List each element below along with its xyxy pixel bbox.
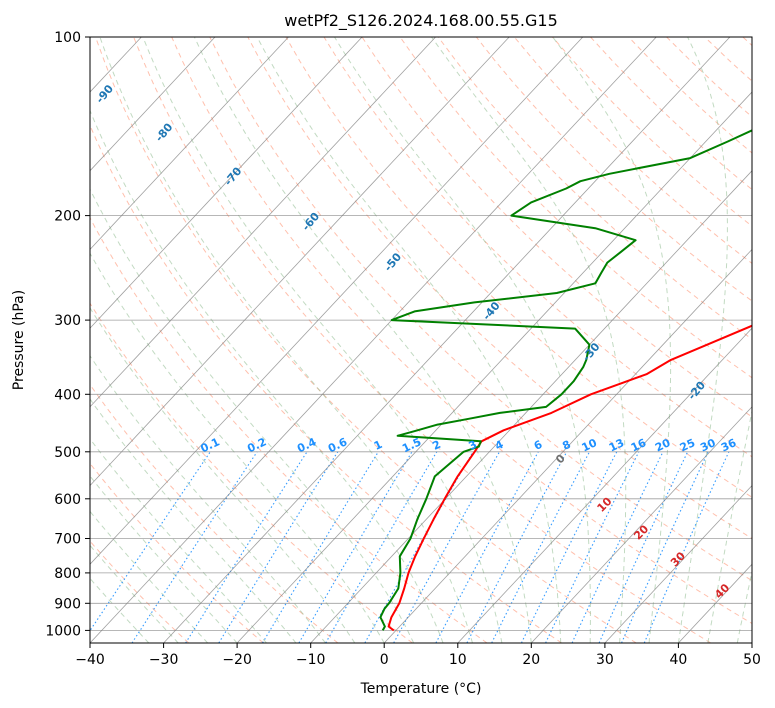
moist-adiabat-line <box>99 37 473 643</box>
moist-adiabat-line <box>90 109 444 643</box>
y-tick-label: 1000 <box>45 623 81 639</box>
isotherm-gridline <box>310 170 752 643</box>
mixing-ratio-label: 13 <box>607 436 626 454</box>
dry-adiabats <box>90 37 752 643</box>
dry-adiabat-line <box>209 37 752 582</box>
x-tick-label: 10 <box>449 652 467 668</box>
mixing-ratio-label: 10 <box>580 436 600 454</box>
chart-title: wetPf2_S126.2024.168.00.55.G15 <box>284 11 558 31</box>
isotherm-gridline <box>90 37 510 487</box>
isotherm-gridline <box>90 37 584 565</box>
dry-adiabat-line <box>90 124 562 643</box>
isotherm-gridline <box>457 327 752 643</box>
moist-adiabat-line <box>90 577 150 643</box>
dry-adiabat-line <box>437 37 752 340</box>
mixing-ratio-line <box>185 451 308 643</box>
x-tick-label: −30 <box>149 652 179 668</box>
x-axis-ticks: −40 −30 −20 −10 0 10 20 30 40 50 <box>75 643 761 668</box>
moist-adiabat-line <box>90 306 356 643</box>
mixing-ratio-line <box>520 451 618 643</box>
y-tick-label: 200 <box>54 209 81 225</box>
y-tick-label: 400 <box>54 387 81 403</box>
dry-adiabat-line <box>323 37 752 458</box>
dry-adiabat-line <box>247 37 752 540</box>
moist-adiabat-line <box>707 408 752 643</box>
x-tick-label: 50 <box>743 652 761 668</box>
mixing-ratio-line <box>262 451 379 643</box>
moist-adiabat-line <box>90 438 267 643</box>
mixing-ratio-label: 16 <box>629 436 649 454</box>
isotherm-gridline <box>163 37 731 643</box>
y-tick-label: 900 <box>54 596 81 612</box>
dry-adiabat-line <box>90 462 264 643</box>
x-tick-label: −40 <box>75 652 105 668</box>
profile-lines <box>379 129 752 632</box>
dry-adiabat-line <box>361 37 752 418</box>
x-tick-label: 30 <box>596 652 614 668</box>
x-tick-label: −20 <box>222 652 252 668</box>
mixing-ratio-line <box>545 451 640 643</box>
mixing-ratio-line <box>621 451 709 643</box>
moist-adiabat-line <box>431 37 627 643</box>
isotherm-gridline <box>604 485 752 643</box>
y-axis-ticks: 100 200 300 400 500 600 700 800 900 1000 <box>45 30 90 639</box>
moist-adiabat-line <box>90 544 179 643</box>
y-tick-label: 600 <box>54 492 81 508</box>
isotherm-gridline <box>90 37 657 643</box>
moist-adiabat-line <box>142 37 503 643</box>
plot-frame <box>89 36 753 644</box>
dry-adiabat-line <box>90 216 488 643</box>
mixing-ratio-label: 36 <box>719 436 739 454</box>
isotherm-gridline <box>236 91 752 643</box>
isotherm-gridline <box>531 406 752 643</box>
isotherm-gridline <box>90 37 363 329</box>
mixing-ratio-lines <box>90 451 730 643</box>
mixing-ratio-label: 30 <box>698 436 718 454</box>
dry-adiabat-line <box>95 37 637 643</box>
dry-adiabat-line <box>171 37 752 625</box>
y-tick-label: 700 <box>54 532 81 548</box>
mixing-ratio-label: 25 <box>678 436 697 454</box>
moist-adiabat-line <box>552 37 672 643</box>
mixing-ratio-line <box>393 451 500 643</box>
isotherm-gridline <box>90 37 216 172</box>
moist-adiabat-line <box>256 37 562 643</box>
isotherm-gridline <box>90 37 436 408</box>
x-axis-label: Temperature (°C) <box>360 681 482 697</box>
x-tick-label: 0 <box>380 652 389 668</box>
temperature-line <box>387 324 752 632</box>
moist-adiabat-line <box>90 510 209 643</box>
y-axis-label: Pressure (hPa) <box>11 290 27 390</box>
moist-adiabat-line <box>677 37 728 643</box>
mixing-ratio-label: 20 <box>653 436 673 454</box>
y-tick-label: 500 <box>54 445 81 461</box>
isotherm-gridline <box>90 37 289 251</box>
moist-adiabat-line <box>90 252 385 643</box>
y-tick-label: 800 <box>54 566 81 582</box>
x-tick-label: 40 <box>669 652 687 668</box>
dry-adiabat-line <box>133 37 712 643</box>
mixing-ratio-line <box>435 451 539 643</box>
dry-adiabat-line <box>475 37 752 302</box>
y-tick-label: 100 <box>54 30 81 46</box>
moist-adiabat-line <box>90 475 238 643</box>
plot-area: -100-90-80-70-60-50-40-30-20-100.10.20.4… <box>90 37 752 643</box>
y-tick-label: 300 <box>54 313 81 329</box>
isotherm-gridline <box>383 248 752 643</box>
moist-adiabat-line <box>90 398 297 643</box>
mixing-ratio-line <box>90 451 211 632</box>
isotherm-gridlines <box>90 37 752 643</box>
x-tick-label: 20 <box>522 652 540 668</box>
x-tick-label: −10 <box>296 652 326 668</box>
moist-adiabats <box>90 37 752 643</box>
dewpoint-line <box>379 129 752 631</box>
moist-adiabat-line <box>334 37 591 643</box>
